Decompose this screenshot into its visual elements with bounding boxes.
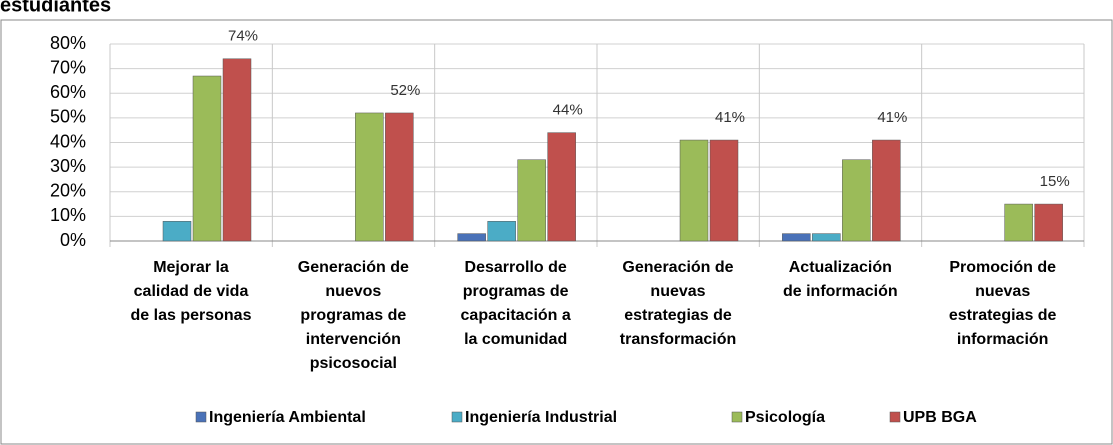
y-tick-label: 0% [60,230,86,250]
bar [355,112,384,242]
data-label: 15% [1040,173,1070,190]
legend-label: UPB BGA [903,409,977,426]
y-tick-label: 20% [50,181,86,201]
x-tick-label: Generación de nuevas estrategias de tran… [619,259,737,348]
legend-label: Psicología [745,409,825,426]
legend-label: Ingeniería Industrial [465,409,617,426]
bar [842,159,871,242]
bar [487,221,516,242]
bar [812,233,841,242]
x-tick-label: Mejorar la calidad de vida de las person… [130,259,252,324]
bar [222,58,252,242]
x-tick-label: Actualización de información [782,259,898,300]
bar [192,75,222,242]
x-tick-label: Desarrollo de programas de capacitación … [460,259,571,348]
bar [872,139,901,242]
data-label: 44% [553,102,583,119]
bar [782,233,811,242]
data-label: 41% [877,109,907,126]
x-tick-label: Promoción de nuevas estrategias de infor… [948,259,1057,348]
bar [162,221,192,242]
y-tick-label: 10% [50,205,86,225]
bar [517,159,546,242]
legend-label: Ingeniería Ambiental [209,409,366,426]
legend-swatch [451,411,463,423]
data-label: 41% [715,109,745,126]
data-label: 52% [390,82,420,99]
bar [457,233,486,242]
legend-swatch [889,411,901,423]
y-tick-label: 70% [50,57,86,77]
x-tick-label: Generación de nuevos programas de interv… [297,259,409,372]
legend-swatch [731,411,743,423]
bar [679,139,709,242]
bar [547,132,576,242]
chart-title: estudiantes [0,0,111,16]
y-tick-label: 40% [50,131,86,151]
bar [709,139,739,242]
bar [1034,203,1063,242]
y-tick-label: 80% [50,33,86,53]
y-tick-label: 60% [50,82,86,102]
bar [1004,203,1033,242]
bar [385,112,414,242]
y-tick-label: 50% [50,107,86,127]
legend-swatch [195,411,207,423]
y-tick-label: 30% [50,156,86,176]
data-label: 74% [228,28,258,45]
